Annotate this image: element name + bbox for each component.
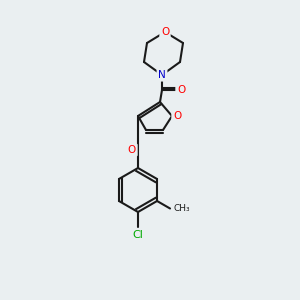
Text: CH₃: CH₃: [173, 204, 190, 213]
Text: O: O: [128, 145, 136, 155]
Text: O: O: [161, 27, 169, 37]
Text: Cl: Cl: [133, 230, 143, 240]
Text: O: O: [177, 85, 185, 95]
Text: O: O: [173, 111, 181, 121]
Text: N: N: [158, 70, 166, 80]
